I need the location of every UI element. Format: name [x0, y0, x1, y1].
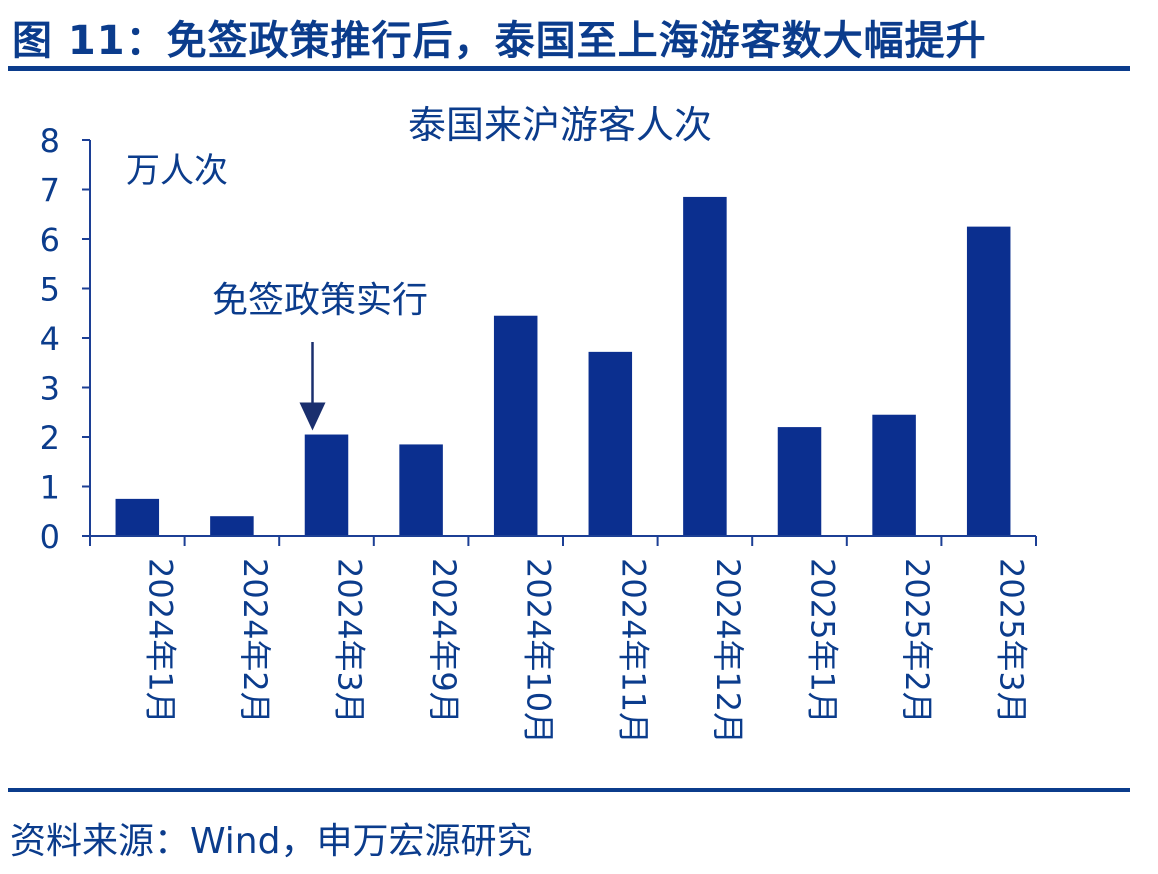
y-tick-label: 8 [40, 122, 60, 160]
bar [115, 498, 160, 536]
x-tick-label: 2025年2月 [898, 558, 936, 724]
y-tick-label: 7 [40, 172, 60, 210]
bar [683, 196, 727, 537]
chart-title: 泰国来沪游客人次 [408, 103, 712, 147]
x-tick-label: 2024年9月 [425, 558, 463, 724]
y-axis-ticks: 0 1 2 3 4 5 6 7 8 [40, 122, 91, 556]
source-note: 资料来源：Wind，申万宏源研究 [10, 821, 533, 862]
y-tick-label: 4 [40, 320, 60, 358]
bar [304, 434, 349, 536]
x-tick-label: 2024年10月 [520, 558, 558, 744]
bar [872, 414, 916, 536]
bar [210, 516, 254, 536]
y-tick-label: 1 [40, 469, 60, 507]
y-tick-label: 2 [40, 419, 60, 457]
x-tick-label: 2024年3月 [331, 558, 369, 724]
source-rule [8, 788, 1130, 792]
annotation-arrow-head [299, 402, 326, 431]
bar [777, 427, 822, 536]
bar [588, 351, 633, 536]
x-tick-label: 2025年3月 [993, 558, 1031, 724]
y-tick-label: 0 [40, 518, 60, 556]
y-tick-label: 6 [40, 221, 60, 259]
y-unit-label: 万人次 [126, 151, 228, 191]
x-tick-label: 2024年11月 [614, 558, 652, 744]
annotation-label: 免签政策实行 [212, 280, 428, 321]
title-rule [8, 66, 1130, 71]
x-tick-label: 2024年2月 [236, 558, 274, 724]
x-axis: 2024年1月 2024年2月 2024年3月 2024年9月 2024年10月 2024… [89, 535, 1037, 744]
x-tick-label: 2025年1月 [804, 558, 842, 724]
bar [966, 226, 1011, 536]
bar [399, 444, 443, 536]
figure-title: 图 11：免签政策推行后，泰国至上海游客数大幅提升 [12, 18, 987, 64]
y-tick-label: 5 [40, 271, 60, 309]
x-tick-label: 2024年12月 [709, 558, 747, 744]
policy-annotation: 免签政策实行 [212, 280, 428, 431]
x-tick-label: 2024年1月 [141, 558, 179, 724]
bars [115, 196, 1011, 537]
y-tick-label: 3 [40, 370, 60, 408]
bar [493, 315, 538, 536]
